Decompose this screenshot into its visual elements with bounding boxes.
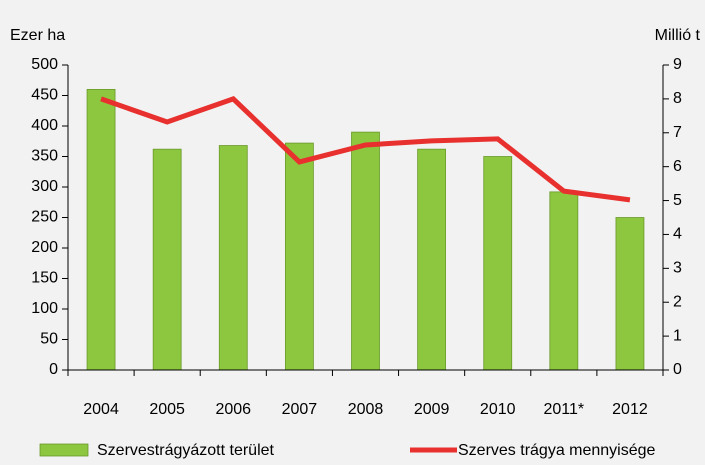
bar (549, 191, 579, 371)
y2-tick-label: 0 (673, 361, 682, 378)
y-axis-label: Ezer ha (10, 27, 65, 44)
y2-tick-label: 9 (673, 56, 682, 73)
y2-axis-label: Millió t (655, 27, 701, 44)
y-tick-label: 100 (31, 300, 58, 317)
x-tick-label: 2007 (282, 401, 318, 418)
bar (351, 131, 380, 371)
legend-label: Szerves trágya mennyisége (458, 442, 656, 459)
y2-tick-label: 3 (673, 260, 682, 277)
x-tick-label: 2009 (414, 401, 450, 418)
x-tick-label: 2010 (480, 401, 516, 418)
x-tick-label: 2008 (348, 401, 384, 418)
legend-label: Szervestrágyázott terület (97, 442, 275, 459)
x-tick-label: 2012 (612, 401, 648, 418)
y-tick-label: 400 (31, 117, 58, 134)
y2-tick-label: 1 (673, 327, 682, 344)
bar (483, 156, 513, 371)
y-tick-label: 200 (31, 239, 58, 256)
y-tick-label: 300 (31, 178, 58, 195)
bar (284, 142, 314, 371)
x-tick-label: 2011* (544, 401, 585, 418)
y2-tick-label: 8 (673, 90, 682, 107)
y-tick-label: 500 (31, 56, 58, 73)
x-tick-label: 2006 (215, 401, 251, 418)
legend-swatch (39, 443, 89, 457)
bar (152, 148, 182, 371)
y2-tick-label: 6 (673, 158, 682, 175)
y-tick-label: 350 (31, 148, 58, 165)
y-tick-label: 0 (49, 361, 58, 378)
bar (615, 217, 645, 371)
y2-tick-label: 4 (673, 226, 682, 243)
y2-tick-label: 7 (673, 124, 682, 141)
y-tick-label: 150 (31, 270, 58, 287)
y2-tick-label: 5 (673, 192, 682, 209)
bar (417, 148, 447, 371)
y-tick-label: 450 (31, 87, 58, 104)
line (100, 96, 631, 203)
y2-tick-label: 2 (673, 293, 682, 310)
y-tick-label: 50 (40, 331, 58, 348)
x-tick-label: 2005 (149, 401, 185, 418)
bar (218, 145, 248, 371)
x-tick-label: 2004 (83, 401, 119, 418)
y-tick-label: 250 (31, 209, 58, 226)
bar (86, 89, 116, 371)
